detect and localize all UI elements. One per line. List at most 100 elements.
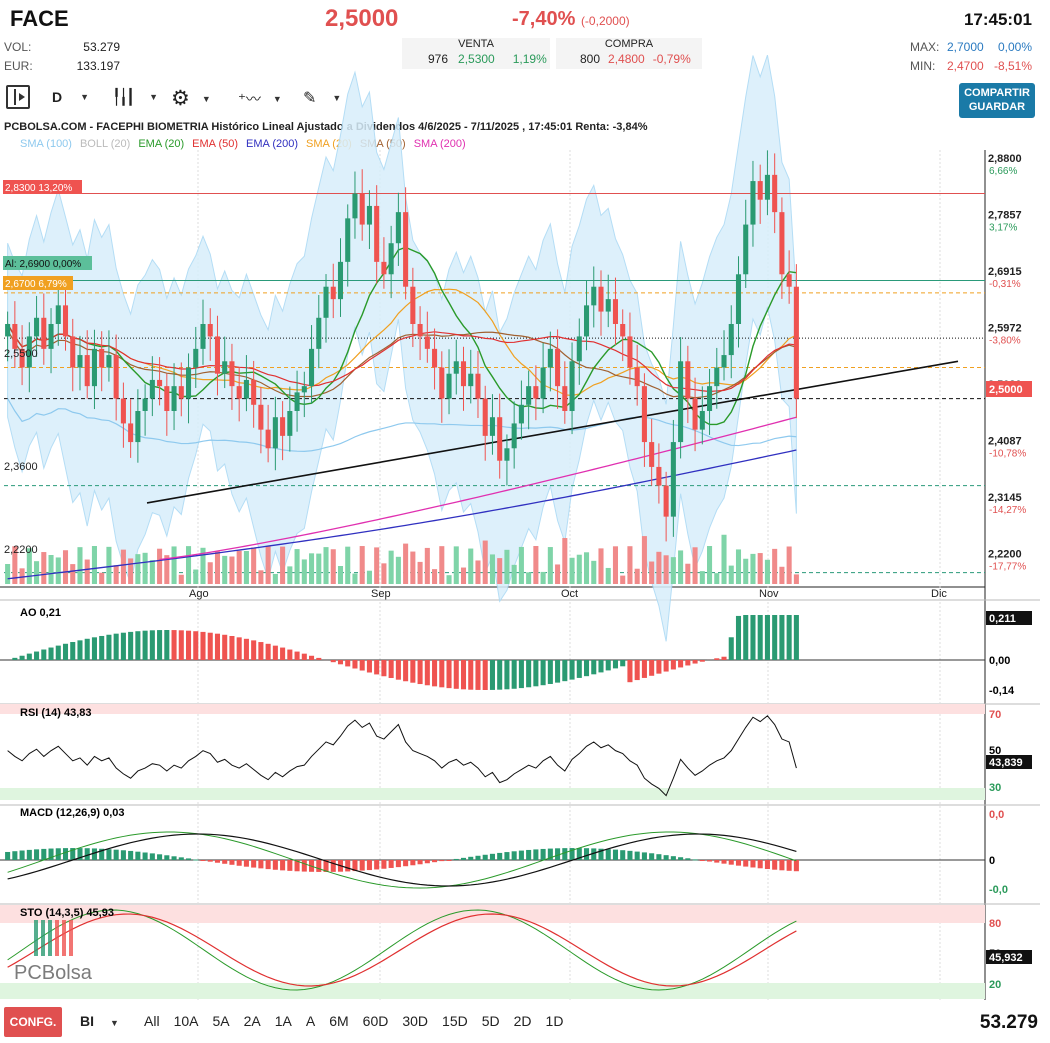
y-tick-label: 2,3145: [988, 492, 1022, 504]
candle-body: [157, 379, 163, 387]
venta-title: VENTA: [458, 38, 494, 50]
range-5a[interactable]: 5A: [212, 1013, 230, 1029]
ao-bar: [743, 615, 749, 660]
min-pct: -8,51%: [994, 59, 1033, 73]
ao-bar: [265, 643, 271, 660]
ao-bar: [185, 630, 192, 660]
quote-time: 17:45:01: [963, 10, 1032, 29]
macd-hist-bar: [475, 855, 481, 860]
range-1d[interactable]: 1D: [545, 1013, 564, 1029]
volume-bar: [627, 546, 633, 584]
macd-hist-bar: [540, 848, 546, 860]
range-2a[interactable]: 2A: [243, 1013, 261, 1029]
legend-item-0[interactable]: SMA (100): [20, 138, 72, 150]
candle-body: [424, 336, 430, 349]
range-6m[interactable]: 6M: [329, 1013, 349, 1029]
range-2d[interactable]: 2D: [513, 1013, 532, 1029]
volume-bar: [432, 569, 438, 584]
range-10a[interactable]: 10A: [173, 1013, 199, 1029]
candle-body: [374, 205, 380, 262]
legend-item-4[interactable]: EMA (200): [246, 138, 298, 150]
volume-bar: [678, 550, 684, 584]
ao-bar: [135, 631, 141, 660]
range-60d[interactable]: 60D: [362, 1013, 389, 1029]
ao-bar: [222, 634, 228, 660]
ao-bar: [583, 660, 590, 677]
candle-body: [641, 386, 647, 443]
macd-hist-bar: [34, 849, 40, 860]
volume-bar: [583, 552, 590, 584]
y-tick-pct: -17,77%: [989, 562, 1026, 573]
share-save-button[interactable]: COMPARTIR GUARDAR: [959, 83, 1035, 118]
volume-bar: [598, 548, 604, 584]
candle-body: [489, 417, 495, 436]
config-button[interactable]: CONFG.: [4, 1007, 62, 1037]
volume-bar: [793, 574, 799, 584]
volume-bar: [157, 548, 163, 584]
macd-hist-bar: [128, 850, 134, 860]
sto-tick-20: 20: [989, 979, 1001, 991]
sma-50-line: [7, 329, 797, 399]
candle-body: [84, 355, 90, 387]
chart-type-dropdown[interactable]: ╿╽┃ ▼: [112, 88, 158, 106]
volume-bar: [301, 559, 307, 584]
candle-body: [70, 336, 76, 368]
candle-body: [135, 411, 141, 443]
ao-bar: [757, 615, 763, 660]
candle-body: [142, 398, 148, 411]
legend-item-3[interactable]: EMA (50): [192, 138, 239, 150]
volume-bar: [475, 560, 481, 584]
indicators-dropdown[interactable]: ⁺〰 ▼: [238, 88, 282, 109]
ao-bar: [41, 649, 47, 660]
candle-body: [750, 181, 756, 225]
range-15d[interactable]: 15D: [442, 1013, 468, 1029]
logo-bar: [41, 920, 45, 956]
ao-bar: [337, 660, 344, 665]
macd-hist-bar: [294, 860, 300, 872]
ao-bar: [345, 660, 351, 667]
settings-dropdown[interactable]: ⚙ ▼: [171, 86, 211, 111]
ao-bar: [728, 637, 734, 660]
candle-body: [779, 212, 785, 275]
share-label: COMPARTIR: [964, 87, 1030, 99]
macd-hist-bar: [265, 860, 271, 870]
ao-bar: [547, 660, 553, 684]
macd-hist-bar: [699, 860, 705, 861]
candle-body: [222, 361, 228, 374]
macd-hist-bar: [757, 860, 763, 869]
macd-hist-bar: [214, 860, 221, 863]
legend-item-2[interactable]: EMA (20): [138, 138, 185, 150]
period-label: D: [52, 89, 63, 105]
macd-hist-bar: [323, 860, 329, 872]
candle-body: [164, 386, 170, 411]
venta-pct: 1,19%: [512, 52, 547, 66]
range-all[interactable]: All: [144, 1013, 160, 1029]
ao-bar: [164, 630, 170, 660]
range-30d[interactable]: 30D: [402, 1013, 429, 1029]
ao-bar: [26, 653, 32, 660]
gear-icon: ⚙: [171, 87, 190, 110]
period-dropdown[interactable]: D ▼: [52, 89, 89, 105]
bi-dropdown[interactable]: BI ▼: [80, 1013, 119, 1029]
volume-bar: [214, 551, 221, 584]
macd-hist-bar: [106, 849, 112, 860]
macd-line: [7, 831, 797, 889]
panel-toggle-button[interactable]: [6, 85, 30, 109]
macd-hist-bar: [113, 849, 119, 860]
range-5d[interactable]: 5D: [481, 1013, 500, 1029]
candle-body: [598, 286, 604, 312]
ao-bar: [251, 640, 257, 660]
volume-bar: [251, 547, 257, 584]
y-tick-label: 2,5972: [988, 323, 1022, 335]
range-1a[interactable]: 1A: [274, 1013, 292, 1029]
range-a[interactable]: A: [305, 1013, 316, 1029]
y-tick-pct: 6,66%: [989, 166, 1017, 177]
drawing-dropdown[interactable]: ✎ ▼: [303, 88, 341, 108]
ao-bar: [236, 637, 242, 660]
rsi-value-tag: [986, 755, 1032, 769]
legend-item-7[interactable]: SMA (200): [413, 138, 466, 150]
legend-item-1[interactable]: BOLL (20): [79, 138, 131, 150]
volume-bar: [359, 546, 365, 584]
ao-bar: [388, 660, 394, 679]
